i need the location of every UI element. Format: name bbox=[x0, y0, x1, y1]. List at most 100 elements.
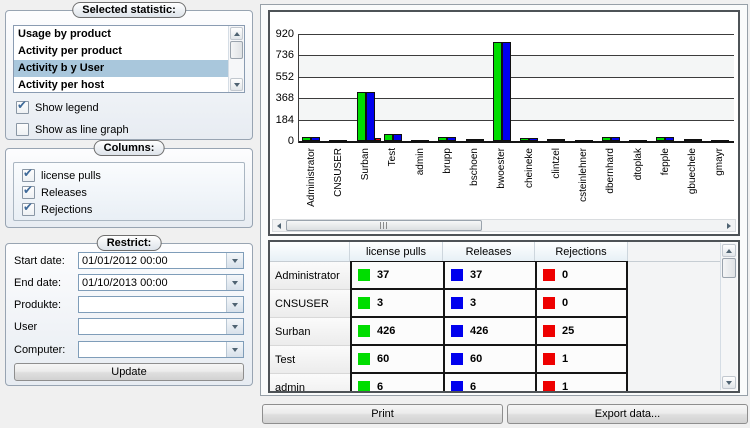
scroll-down-button[interactable] bbox=[230, 78, 243, 91]
triangle-left-icon bbox=[277, 222, 281, 229]
x-axis-label-bwoester: bwoester bbox=[496, 148, 508, 189]
checkbox-icon: ✔ bbox=[22, 200, 35, 216]
legend-color-square bbox=[358, 381, 370, 391]
table-vertical-scrollbar[interactable] bbox=[720, 243, 737, 390]
cell-releases: 3 bbox=[443, 290, 535, 318]
y-axis-tick-552: 552 bbox=[275, 70, 294, 83]
scroll-up-button[interactable] bbox=[722, 244, 736, 257]
computer-combo[interactable] bbox=[78, 341, 244, 358]
column-checkbox-rejections[interactable]: ✔ Rejections bbox=[14, 200, 244, 218]
export-data-button[interactable]: Export data... bbox=[507, 404, 748, 424]
chart-horizontal-scrollbar[interactable] bbox=[272, 219, 736, 232]
legend-color-square bbox=[358, 353, 370, 365]
statistic-item-activity-b-y-user[interactable]: Activity b y User bbox=[14, 60, 228, 77]
y-axis-tick-368: 368 bbox=[275, 92, 294, 105]
table-row-cnsuser[interactable]: CNSUSER 3 3 0 bbox=[270, 290, 721, 318]
y-axis-tick-0: 0 bbox=[287, 135, 294, 147]
dropdown-button[interactable] bbox=[226, 319, 243, 334]
restrict-group: Restrict: Start date: 01/01/2012 00:00 E… bbox=[5, 235, 253, 386]
bar-releases-bschoen bbox=[474, 138, 484, 141]
gridline-552 bbox=[298, 76, 734, 78]
scroll-down-button[interactable] bbox=[722, 376, 736, 389]
update-button[interactable]: Update bbox=[14, 363, 244, 381]
cell-rejections: 1 bbox=[535, 346, 628, 374]
user-row: User bbox=[14, 318, 244, 335]
legend-color-square bbox=[543, 269, 555, 281]
scroll-right-button[interactable] bbox=[723, 220, 735, 231]
scroll-thumb[interactable] bbox=[286, 220, 482, 231]
gridline-736 bbox=[298, 55, 734, 57]
statistic-list-scrollbar[interactable] bbox=[228, 26, 244, 92]
statistic-item-activity-per-product[interactable]: Activity per product bbox=[18, 45, 122, 57]
cell-value: 3 bbox=[470, 297, 477, 309]
user-label: User bbox=[14, 320, 38, 333]
show-as-line-graph-checkbox[interactable]: ✔ Show as line graph bbox=[16, 121, 129, 138]
show-legend-checkbox[interactable]: ✔ Show legend bbox=[16, 98, 99, 116]
legend-color-square bbox=[543, 325, 555, 337]
x-axis-label-gmayr: gmayr bbox=[714, 148, 726, 176]
table-body: Administrator 37 37 0 CNSUSER 3 3 0 Surban 426 426… bbox=[270, 262, 721, 391]
legend-color-square bbox=[543, 353, 555, 365]
check-mark-icon: ✔ bbox=[17, 98, 28, 112]
legend-color-square bbox=[451, 325, 463, 337]
bar-license-pulls-csteinlehner bbox=[574, 140, 584, 142]
table-row-test[interactable]: Test 60 60 1 bbox=[270, 346, 721, 374]
statistic-item-usage-by-product[interactable]: Usage by product bbox=[18, 28, 111, 40]
bar-rejections-surban bbox=[374, 138, 381, 141]
bar-license-pulls-brupp bbox=[438, 137, 448, 141]
start-date-combo[interactable]: 01/01/2012 00:00 bbox=[78, 252, 244, 269]
dropdown-button[interactable] bbox=[226, 275, 243, 290]
user-combo[interactable] bbox=[78, 318, 244, 335]
scroll-thumb[interactable] bbox=[722, 258, 736, 278]
table-row-administrator[interactable]: Administrator 37 37 0 bbox=[270, 262, 721, 290]
bar-releases-dtoplak bbox=[638, 140, 647, 142]
print-button[interactable]: Print bbox=[262, 404, 503, 424]
scroll-left-button[interactable] bbox=[273, 220, 285, 231]
bar-license-pulls-gbuechele bbox=[683, 139, 693, 142]
statistic-listbox[interactable]: Usage by product Activity per product Acti… bbox=[13, 25, 245, 93]
x-axis-label-cheineke: cheineke bbox=[523, 148, 535, 189]
produkte-combo[interactable] bbox=[78, 296, 244, 313]
dropdown-button[interactable] bbox=[226, 297, 243, 312]
statistic-list-items: Usage by product Activity per product Acti… bbox=[14, 26, 228, 92]
row-filler bbox=[628, 262, 721, 290]
x-axis-label-gbuechele: gbuechele bbox=[687, 148, 699, 195]
column-checkbox-releases[interactable]: ✔ Releases bbox=[14, 183, 244, 201]
plot-band bbox=[298, 98, 734, 120]
table-row-admin[interactable]: admin 6 6 1 bbox=[270, 374, 721, 391]
row-label: Test bbox=[270, 346, 350, 374]
start-date-row: Start date: 01/01/2012 00:00 bbox=[14, 252, 244, 269]
scroll-up-button[interactable] bbox=[230, 27, 243, 40]
bar-license-pulls-dbernhard bbox=[601, 136, 611, 141]
bar-license-pulls-gmayr bbox=[710, 139, 720, 142]
legend-color-square bbox=[358, 269, 370, 281]
end-date-combo[interactable]: 01/10/2013 00:00 bbox=[78, 274, 244, 291]
gridline-184 bbox=[298, 119, 734, 121]
bar-releases-test bbox=[392, 134, 402, 141]
table-header: license pulls Releases Rejections bbox=[270, 242, 721, 262]
statistic-item-activity-per-host[interactable]: Activity per host bbox=[18, 79, 105, 91]
bar-releases-brupp bbox=[447, 137, 457, 141]
x-axis-label-csteinlehner: csteinlehner bbox=[578, 148, 590, 202]
bar-releases-cnsuser bbox=[338, 140, 348, 142]
bar-license-pulls-clintzel bbox=[547, 139, 557, 142]
column-checkbox-license-pulls[interactable]: ✔ license pulls bbox=[14, 166, 244, 184]
cell-releases: 426 bbox=[443, 318, 535, 346]
y-axis-tick-920: 920 bbox=[275, 28, 294, 40]
scroll-thumb[interactable] bbox=[230, 41, 243, 59]
columns-panel: ✔ license pulls ✔ Releases ✔ Rejections bbox=[13, 162, 245, 221]
dropdown-button[interactable] bbox=[226, 342, 243, 357]
x-axis-label-dbernhard: dbernhard bbox=[605, 148, 617, 194]
gridline-920 bbox=[298, 34, 734, 35]
cell-license-pulls: 3 bbox=[350, 290, 443, 318]
table-row-surban[interactable]: Surban 426 426 25 bbox=[270, 318, 721, 346]
legend-color-square bbox=[358, 325, 370, 337]
dropdown-button[interactable] bbox=[226, 253, 243, 268]
y-axis-line bbox=[298, 34, 299, 143]
x-axis-label-admin: admin bbox=[414, 148, 426, 176]
x-axis-label-clintzel: clintzel bbox=[550, 148, 562, 179]
row-filler bbox=[628, 290, 721, 318]
x-axis-label-administrator: Administrator bbox=[305, 148, 317, 207]
row-filler bbox=[628, 374, 721, 391]
checkbox-icon: ✔ bbox=[16, 98, 29, 114]
